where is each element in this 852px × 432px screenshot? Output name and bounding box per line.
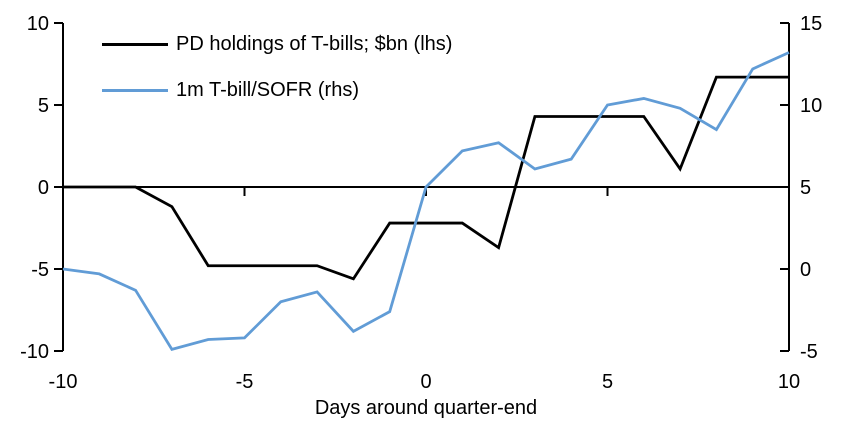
- left-axis-tick-label: 10: [27, 13, 49, 35]
- legend: PD holdings of T-bills; $bn (lhs) 1m T-b…: [102, 28, 452, 120]
- x-axis-tick-label: -10: [49, 371, 78, 393]
- right-axis-tick-label: 5: [800, 177, 811, 199]
- right-axis-tick-label: 15: [800, 13, 822, 35]
- x-axis-title: Days around quarter-end: [314, 397, 538, 419]
- legend-label-pd-holdings: PD holdings of T-bills; $bn (lhs): [176, 33, 453, 55]
- legend-item-tbill-sofr: 1m T-bill/SOFR (rhs): [102, 74, 452, 107]
- legend-line-sample-black: [102, 43, 168, 46]
- right-axis-tick-label: -5: [800, 341, 818, 363]
- series-line-pd-holdings: [63, 75, 789, 281]
- legend-label-tbill-sofr: 1m T-bill/SOFR (rhs): [176, 79, 359, 101]
- left-axis-tick-label: 0: [38, 177, 49, 199]
- left-axis-tick-label: -10: [20, 341, 49, 363]
- x-axis-tick-label: 0: [420, 371, 431, 393]
- left-axis-tick-label: -5: [31, 259, 49, 281]
- x-axis-tick-label: 5: [602, 371, 613, 393]
- right-axis-tick-label: 10: [800, 95, 822, 117]
- left-axis-tick-label: 5: [38, 95, 49, 117]
- x-axis-tick-label: 10: [778, 371, 800, 393]
- legend-item-pd-holdings: PD holdings of T-bills; $bn (lhs): [102, 28, 452, 61]
- x-axis-tick-label: -5: [236, 371, 254, 393]
- right-axis-tick-label: 0: [800, 259, 811, 281]
- legend-line-sample-blue: [102, 89, 168, 92]
- series-line-tbill-sofr: [62, 51, 790, 351]
